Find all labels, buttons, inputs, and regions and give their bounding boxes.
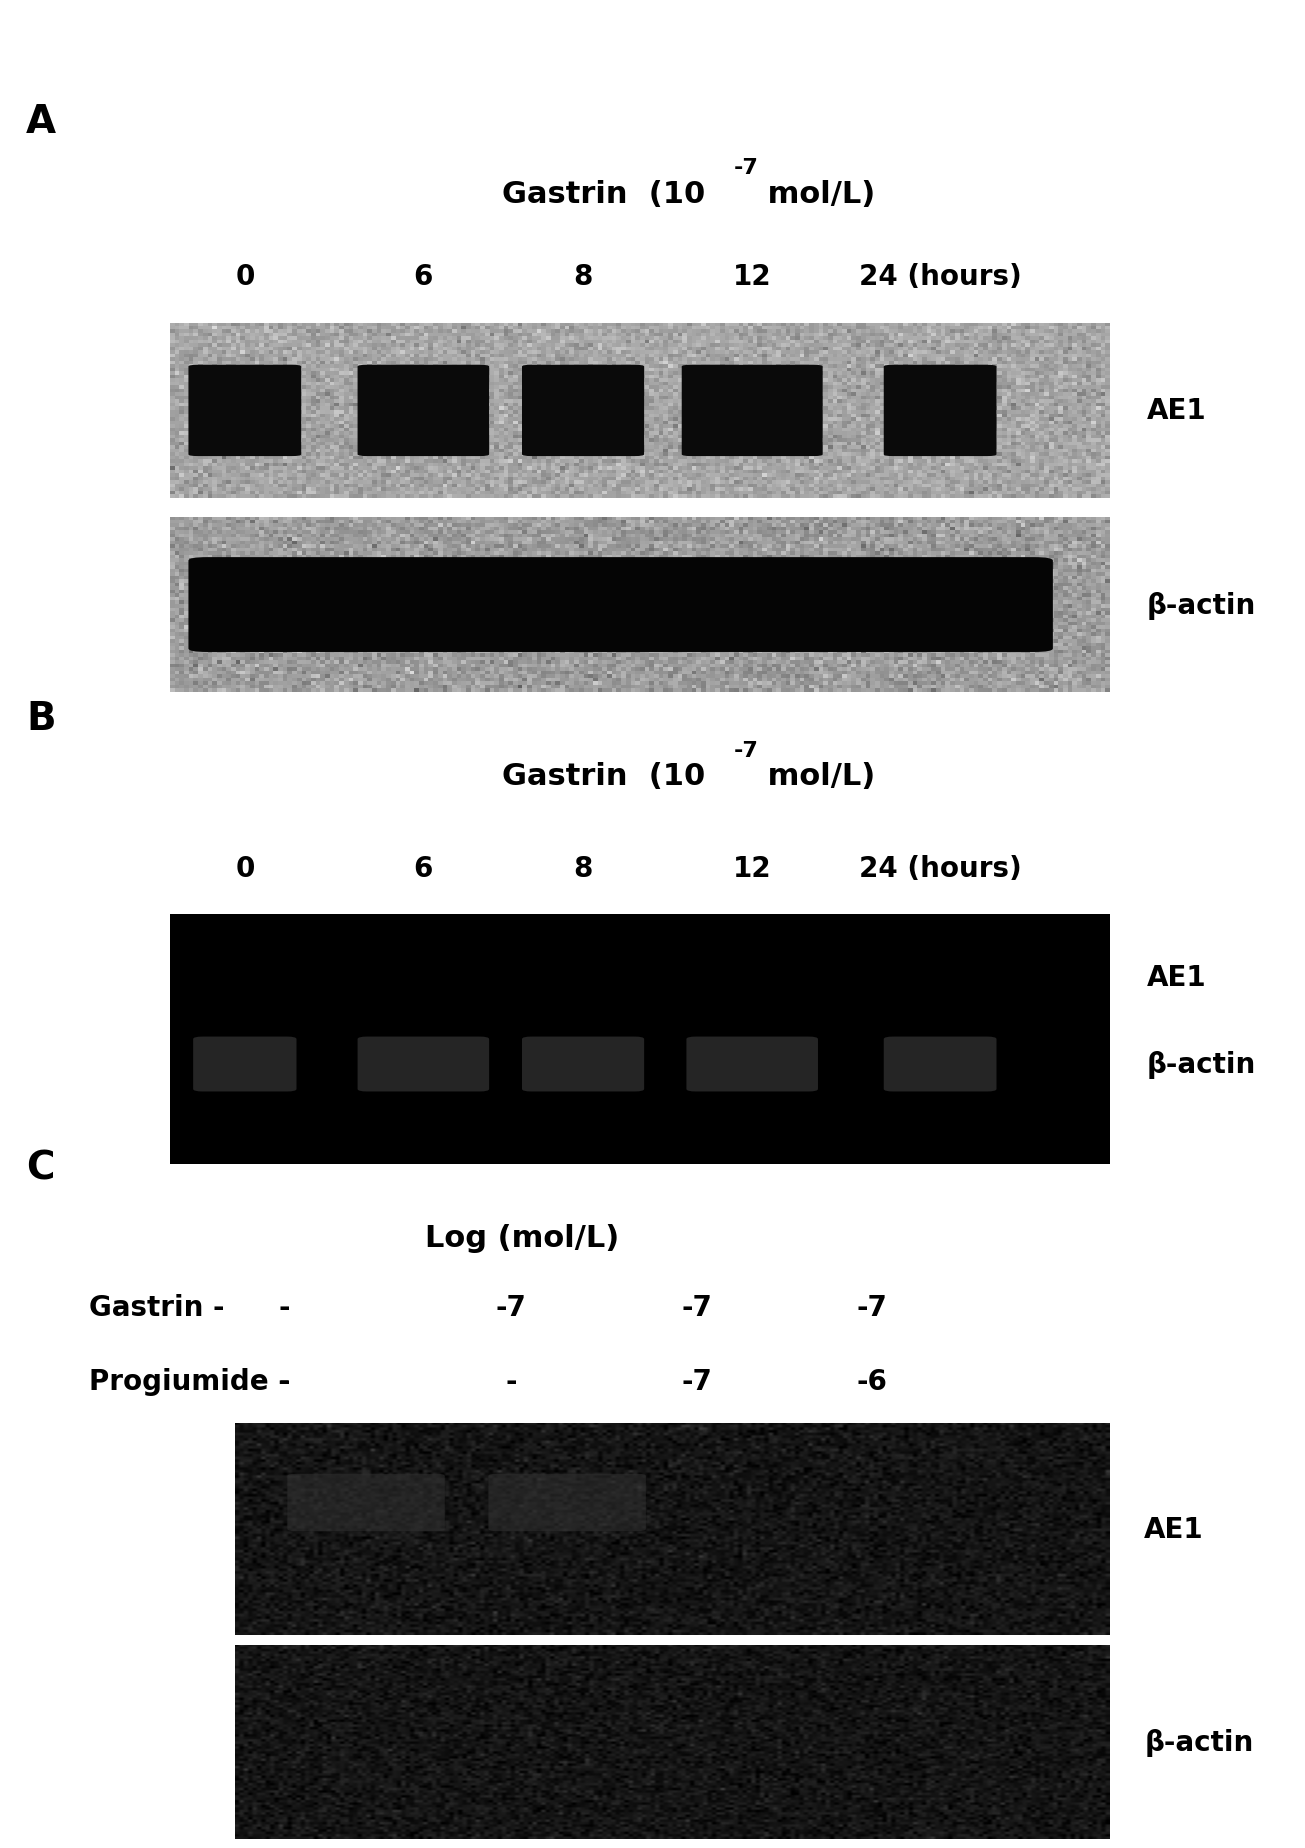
Text: AE1: AE1 (1144, 1515, 1203, 1543)
FancyBboxPatch shape (522, 366, 645, 456)
FancyBboxPatch shape (681, 366, 822, 456)
Text: 6: 6 (414, 854, 433, 883)
Text: 12: 12 (733, 262, 771, 292)
Text: β-actin: β-actin (1147, 1050, 1257, 1079)
Text: -7: -7 (496, 1294, 527, 1321)
Text: -7: -7 (733, 159, 758, 177)
Text: 6: 6 (414, 262, 433, 292)
Text: 0: 0 (235, 262, 254, 292)
FancyBboxPatch shape (358, 1037, 489, 1092)
Text: AE1: AE1 (1147, 963, 1206, 991)
FancyBboxPatch shape (358, 366, 489, 456)
Text: -7: -7 (856, 1294, 887, 1321)
Text: AE1: AE1 (1147, 397, 1206, 425)
FancyBboxPatch shape (188, 558, 1053, 652)
Text: mol/L): mol/L) (757, 179, 876, 209)
Text: -6: -6 (856, 1368, 887, 1395)
Text: mol/L): mol/L) (757, 761, 876, 791)
FancyBboxPatch shape (883, 366, 997, 456)
Text: A: A (26, 103, 56, 140)
Text: β-actin: β-actin (1144, 1728, 1254, 1756)
FancyBboxPatch shape (522, 1037, 645, 1092)
Text: -: - (279, 1294, 290, 1321)
FancyBboxPatch shape (488, 1475, 646, 1532)
Text: -: - (279, 1368, 290, 1395)
FancyBboxPatch shape (686, 1037, 818, 1092)
Text: 8: 8 (573, 262, 592, 292)
Text: 0: 0 (235, 854, 254, 883)
Text: Gastrin  (10: Gastrin (10 (502, 179, 706, 209)
Text: -: - (505, 1368, 517, 1395)
Text: 24 (hours): 24 (hours) (859, 262, 1022, 292)
Text: β-actin: β-actin (1147, 591, 1257, 619)
FancyBboxPatch shape (883, 1037, 997, 1092)
Text: Gastrin -: Gastrin - (89, 1294, 224, 1321)
Text: Progiumide -: Progiumide - (89, 1368, 290, 1395)
Text: 24 (hours): 24 (hours) (859, 854, 1022, 883)
Text: B: B (26, 700, 56, 737)
FancyBboxPatch shape (193, 1037, 296, 1092)
FancyBboxPatch shape (287, 1475, 445, 1532)
Text: -7: -7 (681, 1294, 713, 1321)
Text: -7: -7 (733, 741, 758, 760)
Text: C: C (26, 1149, 55, 1186)
Text: Gastrin  (10: Gastrin (10 (502, 761, 706, 791)
Text: Log (mol/L): Log (mol/L) (425, 1223, 619, 1253)
Text: -7: -7 (681, 1368, 713, 1395)
Text: 8: 8 (573, 854, 592, 883)
FancyBboxPatch shape (188, 366, 301, 456)
Text: 12: 12 (733, 854, 771, 883)
